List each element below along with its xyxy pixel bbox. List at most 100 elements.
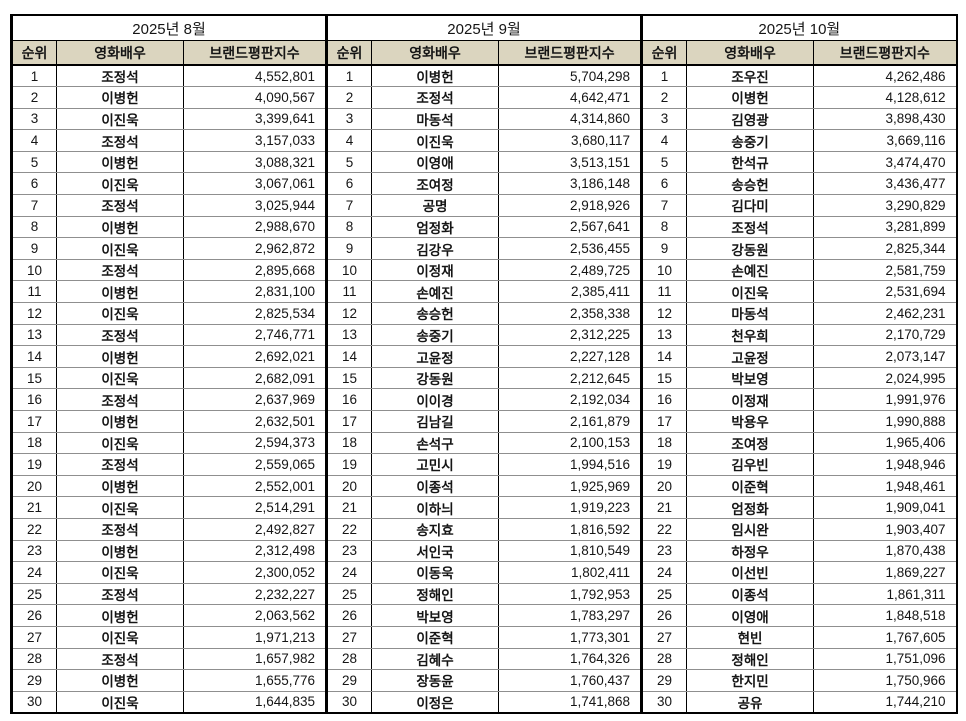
actor-cell: 이병헌 (686, 86, 815, 109)
rank-cell: 17 (10, 410, 57, 433)
rank-cell: 25 (10, 582, 57, 606)
index-cell: 3,186,148 (498, 172, 643, 196)
table-row: 3 이진욱 3,399,641 3 마동석 4,314,860 3 김영광 3,898,430 (10, 107, 958, 131)
month-title-september: 2025년 9월 (325, 15, 643, 41)
rank-cell: 12 (325, 302, 373, 325)
actor-cell: 강동원 (686, 237, 815, 260)
index-cell: 1,948,461 (813, 474, 958, 498)
index-cell: 2,531,694 (813, 280, 958, 304)
rank-cell: 9 (640, 237, 688, 260)
index-cell: 1,783,297 (498, 604, 643, 627)
actor-cell: 이하늬 (371, 496, 500, 519)
table-row: 8 이병헌 2,988,670 8 엄정화 2,567,641 8 조정석 3,281,899 (10, 215, 958, 239)
actor-cell: 조정석 (56, 129, 184, 152)
rank-header: 순위 (640, 40, 688, 66)
index-cell: 2,825,344 (813, 237, 958, 260)
index-cell: 1,869,227 (813, 561, 958, 584)
rank-cell: 26 (640, 604, 688, 627)
table-row: 11 이병헌 2,831,100 11 손예진 2,385,411 11 이진욱 2,531,6… (10, 280, 958, 304)
actor-cell: 조여정 (371, 172, 500, 196)
actor-cell: 정해인 (686, 647, 815, 671)
table-row: 25 조정석 2,232,227 25 정해인 1,792,953 25 이종석 1,861,3… (10, 582, 958, 606)
table-row: 27 이진욱 1,971,213 27 이준혁 1,773,301 27 현빈 1,767,60… (10, 625, 958, 649)
index-cell: 2,212,645 (498, 366, 643, 390)
index-cell: 3,067,061 (182, 172, 328, 196)
rank-cell: 30 (10, 690, 57, 714)
index-cell: 2,594,373 (182, 431, 328, 455)
index-cell: 2,567,641 (498, 215, 643, 239)
actor-cell: 조정석 (371, 86, 500, 109)
rank-cell: 15 (640, 366, 688, 390)
index-cell: 1,925,969 (498, 474, 643, 498)
table-row: 29 이병헌 1,655,776 29 장동윤 1,760,437 29 한지민 1,750,9… (10, 669, 958, 692)
rank-cell: 5 (10, 150, 57, 174)
actor-cell: 김영광 (686, 107, 815, 131)
index-cell: 2,312,498 (182, 539, 328, 563)
index-cell: 2,192,034 (498, 388, 643, 411)
actor-cell: 이진욱 (56, 431, 184, 455)
index-cell: 1,750,966 (813, 669, 958, 692)
rank-cell: 10 (10, 258, 57, 282)
actor-cell: 장동윤 (371, 669, 500, 692)
rank-cell: 30 (640, 690, 688, 714)
index-cell: 2,637,969 (182, 388, 328, 411)
actor-cell: 이영애 (686, 604, 815, 627)
actor-cell: 엄정화 (686, 496, 815, 519)
actor-cell: 송승헌 (686, 172, 815, 196)
rank-cell: 2 (10, 86, 57, 109)
index-cell: 1,657,982 (182, 647, 328, 671)
index-cell: 4,314,860 (498, 107, 643, 131)
index-cell: 1,655,776 (182, 669, 328, 692)
index-cell: 4,552,801 (182, 64, 328, 88)
actor-cell: 이준혁 (686, 474, 815, 498)
index-cell: 3,680,117 (498, 129, 643, 152)
actor-cell: 고윤정 (686, 345, 815, 368)
rank-cell: 28 (10, 647, 57, 671)
actor-cell: 이진욱 (371, 129, 500, 152)
rank-cell: 14 (640, 345, 688, 368)
table-row: 7 조정석 3,025,944 7 공명 2,918,926 7 김다미 3,290,829 (10, 194, 958, 217)
rank-cell: 9 (10, 237, 57, 260)
actor-cell: 한지민 (686, 669, 815, 692)
index-cell: 2,492,827 (182, 517, 328, 541)
actor-cell: 김강우 (371, 237, 500, 260)
rank-cell: 27 (325, 625, 373, 649)
actor-cell: 이정재 (371, 258, 500, 282)
rank-cell: 8 (640, 215, 688, 239)
index-cell: 2,514,291 (182, 496, 328, 519)
rank-cell: 25 (325, 582, 373, 606)
index-cell: 3,290,829 (813, 194, 958, 217)
actor-cell: 이진욱 (56, 690, 184, 714)
rank-cell: 26 (10, 604, 57, 627)
actor-cell: 김혜수 (371, 647, 500, 671)
rank-cell: 16 (325, 388, 373, 411)
rank-cell: 11 (325, 280, 373, 304)
rank-cell: 30 (325, 690, 373, 714)
actor-cell: 손예진 (371, 280, 500, 304)
rank-cell: 25 (640, 582, 688, 606)
actor-cell: 이진욱 (56, 107, 184, 131)
index-header: 브랜드평판지수 (182, 40, 328, 66)
index-cell: 2,536,455 (498, 237, 643, 260)
actor-cell: 이진욱 (56, 237, 184, 260)
actor-cell: 한석규 (686, 150, 815, 174)
rank-header: 순위 (10, 40, 57, 66)
table-row: 28 조정석 1,657,982 28 김혜수 1,764,326 28 정해인 1,751,0… (10, 647, 958, 671)
index-cell: 3,669,116 (813, 129, 958, 152)
rank-cell: 10 (640, 258, 688, 282)
rank-cell: 28 (640, 647, 688, 671)
rank-cell: 9 (325, 237, 373, 260)
index-header: 브랜드평판지수 (498, 40, 643, 66)
table-row: 1 조정석 4,552,801 1 이병헌 5,704,298 1 조우진 4,262,486 (10, 64, 958, 88)
index-cell: 2,232,227 (182, 582, 328, 606)
actor-cell: 서인국 (371, 539, 500, 563)
index-cell: 2,918,926 (498, 194, 643, 217)
rank-cell: 6 (640, 172, 688, 196)
index-cell: 1,990,888 (813, 410, 958, 433)
table-row: 4 조정석 3,157,033 4 이진욱 3,680,117 4 송중기 3,669,116 (10, 129, 958, 152)
index-cell: 2,962,872 (182, 237, 328, 260)
actor-cell: 조정석 (56, 517, 184, 541)
actor-cell: 이정은 (371, 690, 500, 714)
actor-cell: 마동석 (686, 302, 815, 325)
rank-cell: 4 (325, 129, 373, 152)
